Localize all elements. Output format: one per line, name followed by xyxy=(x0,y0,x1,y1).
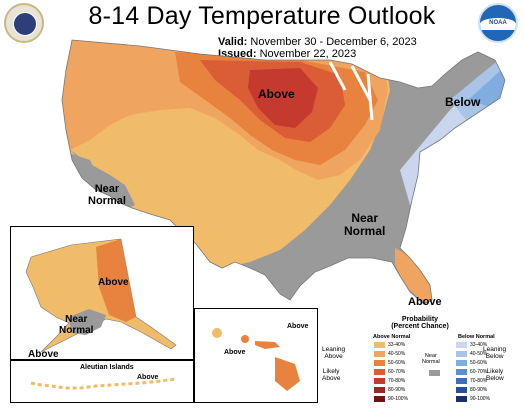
legend-below-swatch xyxy=(456,360,467,366)
label-florida-above: Above xyxy=(408,296,442,308)
legend-above-swatch-label: 40-50% xyxy=(388,350,406,357)
label-alaska-above-southwest: Above xyxy=(28,349,59,360)
legend-title: Probability (Percent Chance) xyxy=(391,316,449,330)
hawaii-island-oahu xyxy=(241,335,249,343)
legend-below-swatch xyxy=(456,387,467,393)
legend-above-swatch-label: 90-100% xyxy=(388,395,409,402)
noaa-logo-text: NOAA xyxy=(489,20,507,26)
legend-below-swatch xyxy=(456,342,467,348)
label-alaska-near-normal: Near Normal xyxy=(59,314,94,336)
legend-above-swatch-label: 70-80% xyxy=(388,377,406,384)
legend-above-swatch-label: 50-60% xyxy=(388,359,406,366)
label-aleutian-title: Aleutian Islands xyxy=(80,364,134,371)
legend-below-swatch xyxy=(456,378,467,384)
legend-leaning-above: Leaning Above xyxy=(322,346,346,361)
legend-below-swatch-label: 70-80% xyxy=(470,377,488,384)
legend-near-swatch xyxy=(429,370,440,376)
above-70-80-region xyxy=(248,68,318,128)
hawaii-island-kauai xyxy=(212,328,222,338)
label-alaska-above: Above xyxy=(98,277,129,288)
hawaii-inset xyxy=(194,308,318,403)
alaska-inset xyxy=(10,226,194,360)
label-near-normal-southeast: Near Normal xyxy=(344,211,386,239)
legend-below-swatch-label: 60-70% xyxy=(470,368,488,375)
legend-above-swatch-label: 80-90% xyxy=(388,386,406,393)
issued-value: November 22, 2023 xyxy=(259,48,357,60)
label-near-normal-west: Near Normal xyxy=(88,183,126,208)
legend-below-swatch xyxy=(456,396,467,402)
noaa-logo: NOAA xyxy=(478,3,518,43)
valid-label: Valid: xyxy=(218,36,248,48)
alaska-near-normal xyxy=(69,309,106,335)
label-hawaii-above-1: Above xyxy=(287,323,309,330)
legend-near-normal: Near Normal xyxy=(422,353,440,366)
legend-below-swatch xyxy=(456,351,467,357)
legend-below-swatch-label: 90-100% xyxy=(470,395,491,402)
legend-above-swatch xyxy=(374,351,385,357)
florida-above-region xyxy=(395,248,433,304)
legend-below-swatch-label: 80-90% xyxy=(470,386,488,393)
label-main-above: Above xyxy=(258,87,295,101)
legend-below-swatch-label: 33-40% xyxy=(470,341,488,348)
legend-above-swatch xyxy=(374,342,385,348)
legend-above-swatch xyxy=(374,369,385,375)
label-aleutian-above: Above xyxy=(137,374,159,381)
legend-above-swatch xyxy=(374,360,385,366)
legend-leaning-below: Leaning Below xyxy=(483,346,507,361)
near-normal-california-region xyxy=(70,150,135,210)
commerce-seal-logo xyxy=(4,3,44,43)
aleutian-islands-shape xyxy=(30,377,177,390)
legend-above-swatch xyxy=(374,378,385,384)
valid-value: November 30 - December 6, 2023 xyxy=(250,36,417,48)
legend-below-header: Below Normal xyxy=(458,334,495,340)
alaska-map xyxy=(25,238,177,353)
label-main-below: Below xyxy=(445,95,481,109)
legend-above-swatch-label: 33-40% xyxy=(388,341,406,348)
legend-likely-above: Likely Above xyxy=(322,368,341,383)
page-title: 8-14 Day Temperature Outlook xyxy=(88,2,436,30)
great-lakes xyxy=(328,61,374,121)
label-hawaii-above-2: Above xyxy=(224,349,246,356)
legend-below-swatch xyxy=(456,369,467,375)
legend-above-swatch-label: 60-70% xyxy=(388,368,406,375)
legend-below-swatch-label: 40-50% xyxy=(470,350,488,357)
conus-outline xyxy=(61,39,506,305)
valid-dates: Valid: November 30 - December 6, 2023 xyxy=(218,36,417,48)
legend-likely-below: Likely Below xyxy=(486,368,504,383)
legend-above-header: Above Normal xyxy=(373,334,411,340)
alaska-above-50-60 xyxy=(96,239,136,322)
legend: Probability (Percent Chance) Above Norma… xyxy=(318,308,522,403)
legend-above-swatch xyxy=(374,396,385,402)
hawaii-island-maui xyxy=(255,341,280,349)
hawaii-island-big-island xyxy=(275,357,300,391)
hawaii-map xyxy=(212,328,300,391)
aleutian-map xyxy=(30,377,177,390)
legend-above-swatch xyxy=(374,387,385,393)
aleutian-inset xyxy=(10,360,194,403)
below-50-60-region xyxy=(468,62,505,110)
legend-below-swatch-label: 50-60% xyxy=(470,359,488,366)
